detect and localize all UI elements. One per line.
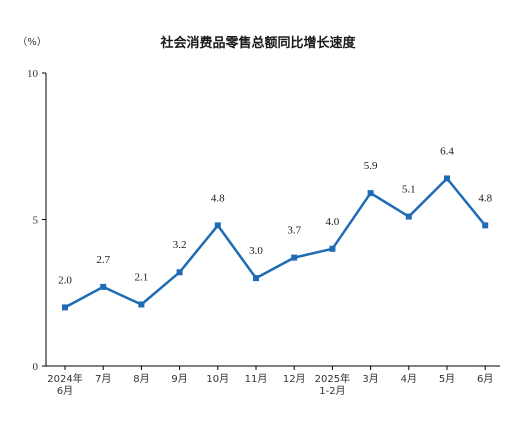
data-label: 4.0 (326, 216, 340, 228)
series-line (64, 177, 487, 309)
data-point-marker (444, 175, 450, 182)
y-axis-ticks: 0 5 10 (27, 68, 46, 373)
series-polyline (64, 177, 487, 309)
x-axis-ticks: 2024年 6月 7月 8月 9月 10月 11月 12月 2025年 1-2月 3月 4月 5月 6月 (47, 366, 493, 397)
y-axis-unit-label: （%） (17, 36, 47, 48)
y-tick-label: 10 (27, 68, 39, 80)
x-tick-label: 2024年 6月 (47, 372, 82, 397)
x-tick-label: 9月 (171, 373, 187, 385)
chart-title: 社会消费品零售总额同比增长速度 (159, 35, 356, 51)
x-tick-label: 12月 (283, 373, 306, 385)
data-point-marker (405, 213, 412, 220)
data-point-marker (253, 275, 259, 282)
axes (45, 73, 500, 367)
x-tick-label: 6月 (477, 373, 493, 385)
x-tick-label: 10月 (206, 373, 229, 385)
data-label: 3.7 (287, 225, 301, 237)
data-label: 5.9 (364, 160, 378, 172)
data-point-marker (62, 304, 68, 311)
y-tick-label: 5 (33, 215, 39, 227)
x-tick-label: 5月 (439, 373, 455, 385)
data-label: 2.0 (58, 274, 72, 286)
y-tick-label: 0 (33, 361, 39, 373)
data-point-marker (291, 254, 298, 261)
data-label: 2.7 (96, 254, 110, 266)
data-label: 6.4 (440, 145, 454, 157)
data-label: 3.0 (249, 245, 263, 257)
data-point-marker (329, 245, 336, 252)
data-label: 5.1 (402, 184, 416, 196)
x-tick-label: 7月 (95, 373, 111, 385)
data-label: 3.2 (173, 239, 187, 251)
data-point-marker (367, 190, 374, 197)
data-point-marker (176, 269, 183, 276)
x-tick-label: 3月 (362, 373, 378, 385)
data-label: 4.8 (478, 192, 492, 204)
data-point-marker (100, 283, 107, 290)
x-tick-label: 2025年 1-2月 (315, 372, 350, 397)
series-markers (62, 175, 489, 311)
data-point-marker (138, 301, 145, 308)
x-tick-label: 11月 (245, 373, 268, 385)
x-tick-label: 4月 (401, 373, 417, 385)
x-tick-label: 8月 (133, 373, 149, 385)
data-label: 2.1 (135, 271, 149, 283)
data-labels: 2.0 2.7 2.1 3.2 4.8 3.0 3.7 4.0 5.9 5.1 6.4 4.8 (58, 145, 492, 286)
data-label: 4.8 (211, 192, 225, 204)
data-point-marker (214, 222, 221, 229)
data-point-marker (482, 222, 489, 229)
